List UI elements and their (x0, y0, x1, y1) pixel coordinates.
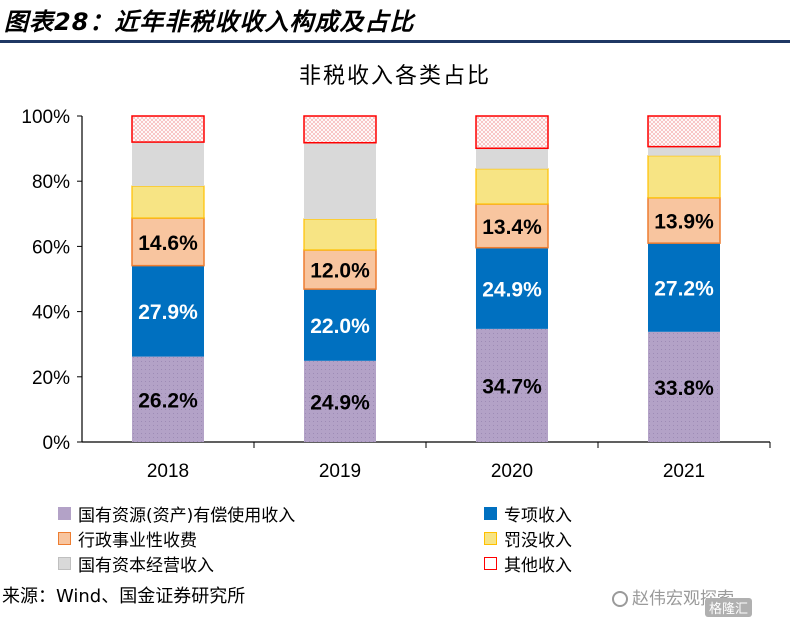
x-tick-label: 2021 (663, 461, 705, 482)
legend-swatch (58, 557, 71, 570)
x-tick-label: 2018 (147, 461, 189, 482)
bar-segment (647, 197, 721, 244)
data-label: 24.9% (310, 391, 370, 414)
bar-segment (303, 249, 377, 290)
legend-item: 行政事业性收费 (58, 526, 197, 551)
y-tick-label: 40% (32, 303, 70, 324)
bar-segment (132, 142, 204, 187)
legend-swatch (58, 532, 71, 545)
legend-swatch (484, 557, 497, 570)
bar-segment (648, 331, 720, 442)
y-tick-label: 60% (32, 237, 70, 258)
data-label: 13.4% (482, 216, 542, 239)
bar-segment (131, 185, 205, 219)
legend-label: 国有资源(资产)有偿使用收入 (78, 506, 296, 526)
figure-header: 图表28：近年非税收收入构成及占比 (0, 0, 790, 43)
bar-segment (476, 148, 548, 169)
legend-swatch (484, 507, 497, 520)
data-label: 26.2% (138, 389, 198, 412)
bar-segment (303, 115, 377, 144)
bar-segment (304, 289, 376, 361)
data-label: 13.9% (654, 210, 714, 233)
bar-segment (475, 168, 549, 205)
bar-segment (475, 203, 549, 249)
data-label: 24.9% (482, 278, 542, 301)
figure-title: 图表28：近年非税收收入构成及占比 (4, 8, 415, 36)
data-label: 27.2% (654, 277, 714, 300)
data-label: 33.8% (654, 377, 714, 400)
bar-segment (131, 217, 205, 267)
chart-title: 非税收入各类占比 (298, 64, 491, 89)
bar-segment (476, 247, 548, 329)
legend-label: 专项收入 (504, 506, 572, 526)
data-label: 22.0% (310, 315, 370, 338)
legend-item: 罚没收入 (484, 526, 572, 551)
data-label: 34.7% (482, 375, 542, 398)
legend-label: 行政事业性收费 (78, 531, 197, 551)
bar-segment (304, 142, 376, 220)
bar-segment (648, 243, 720, 332)
data-label: 27.9% (138, 301, 198, 324)
legend-item: 国有资源(资产)有偿使用收入 (58, 501, 295, 526)
bar-segment (132, 265, 204, 357)
data-label: 12.0% (310, 260, 370, 283)
legend-item: 其他收入 (484, 551, 572, 576)
legend-swatch (58, 507, 71, 520)
legend-label: 国有资本经营收入 (78, 556, 214, 576)
legend-label: 其他收入 (504, 556, 572, 576)
legend-label: 罚没收入 (504, 531, 572, 551)
y-tick-label: 0% (43, 433, 71, 454)
legend-item: 专项收入 (484, 501, 572, 526)
bar-segment (647, 115, 721, 148)
bar-segment (476, 328, 548, 442)
x-tick-label: 2019 (319, 461, 361, 482)
wechat-icon (612, 591, 628, 607)
bar-segment (647, 155, 721, 199)
x-tick-label: 2020 (491, 461, 533, 482)
source-note: 来源：Wind、国金证券研究所 (2, 586, 246, 607)
bar-segment (475, 115, 549, 150)
y-tick-label: 100% (21, 107, 70, 128)
bar-segment (131, 115, 205, 143)
y-tick-label: 20% (32, 368, 70, 389)
watermark-badge: 格隆汇 (705, 598, 753, 617)
bar-segment (304, 360, 376, 442)
bar-segment (303, 218, 377, 251)
legend-item: 国有资本经营收入 (58, 551, 214, 576)
data-label: 14.6% (138, 232, 198, 255)
header-rule (0, 40, 790, 43)
bar-segment (648, 146, 720, 156)
bar-segment (132, 356, 204, 442)
legend-swatch (484, 532, 497, 545)
y-tick-label: 80% (32, 172, 70, 193)
